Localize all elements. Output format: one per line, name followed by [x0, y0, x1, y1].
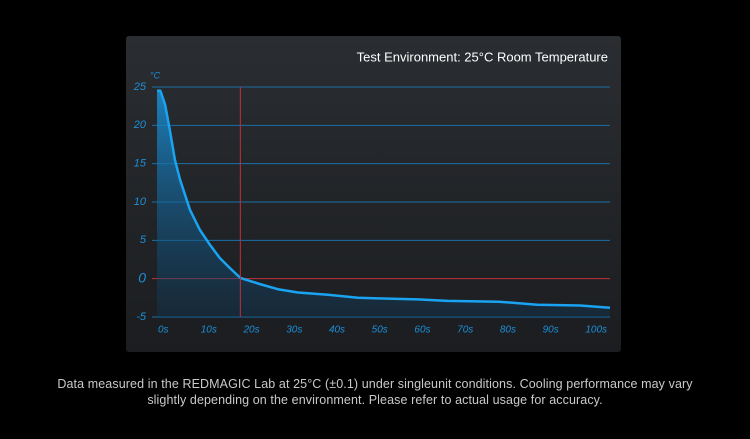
x-tick-label: 40s [329, 325, 345, 336]
footnote: Data measured in the REDMAGIC Lab at 25°… [0, 376, 750, 408]
y-unit: °C [150, 70, 161, 80]
footnote-line: slightly depending on the environment. P… [147, 393, 603, 407]
x-tick-label: 30s [286, 325, 302, 336]
x-tick-label: 20s [242, 325, 259, 336]
line [157, 89, 611, 310]
y-tick-label: 25 [133, 81, 147, 93]
x-tick-label: 0s [158, 325, 169, 336]
chart-panel [126, 36, 621, 352]
area [157, 90, 610, 317]
x-tick-label: 100s [585, 325, 607, 336]
x-tick-label: 90s [543, 325, 559, 336]
y-tick-label: 10 [134, 196, 147, 208]
x-tick-label: 10s [201, 325, 217, 336]
y-tick-label: 20 [133, 119, 147, 131]
chart-title: Test Environment: 25°C Room Temperature [357, 49, 608, 64]
y-tick-label: 5 [140, 234, 147, 246]
y-tick-label: -5 [136, 311, 147, 323]
x-tick-label: 60s [414, 325, 430, 336]
x-tick-label: 70s [457, 325, 473, 336]
y-tick-label: 15 [134, 158, 147, 170]
x-tick-label: 50s [372, 325, 388, 336]
x-tick-label: 80s [500, 325, 516, 336]
y-tick-label: 0 [138, 269, 146, 285]
footnote-line: Data measured in the REDMAGIC Lab at 25°… [57, 377, 693, 391]
